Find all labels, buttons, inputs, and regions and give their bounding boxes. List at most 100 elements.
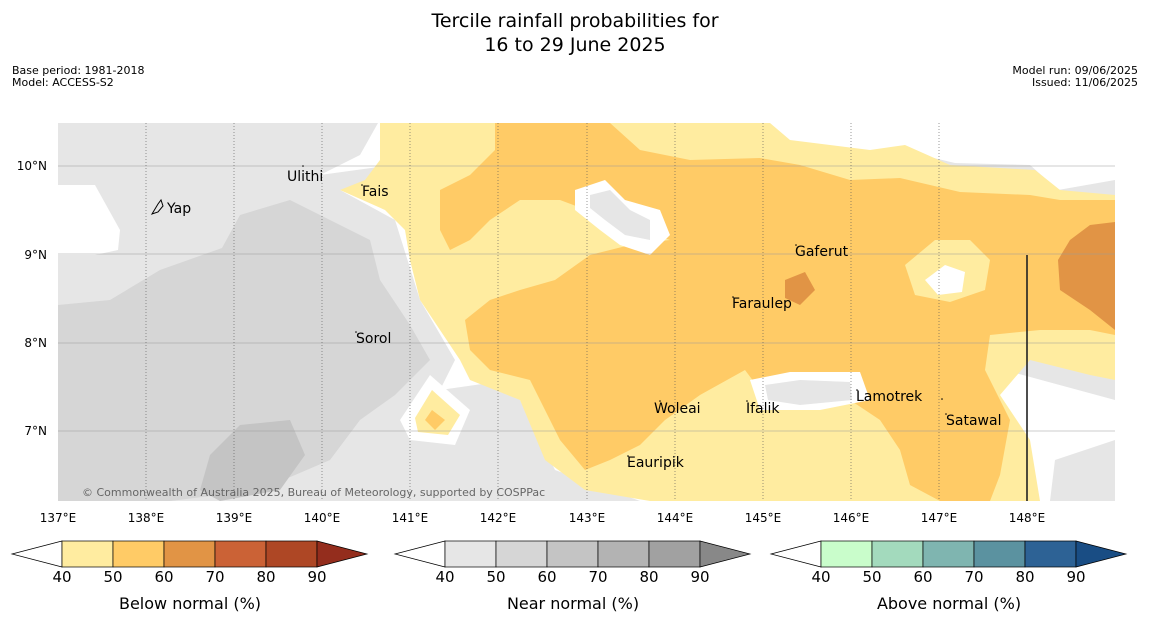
white-island-east bbox=[925, 265, 965, 295]
place-label-eauripik: Eauripik bbox=[627, 455, 685, 471]
colorbar-below-tick: 80 bbox=[256, 568, 275, 586]
place-dot-satawal bbox=[945, 413, 947, 415]
lat-tick-7n: 7°N bbox=[24, 424, 47, 438]
model-run-text: Model run: 09/06/2025 bbox=[1012, 64, 1138, 77]
place-label-satawal: Satawal bbox=[946, 413, 1001, 429]
colorbar-near-tick: 40 bbox=[435, 568, 454, 586]
place-dot-faraulep bbox=[732, 296, 734, 298]
colorbar-below-high-extend bbox=[316, 540, 369, 568]
legend-label-below: Below normal (%) bbox=[118, 594, 262, 613]
colorbar-above-low-extend bbox=[769, 540, 822, 568]
white-region-west bbox=[58, 185, 120, 255]
lon-tick-139e: 139°E bbox=[216, 511, 253, 525]
issued-text: Issued: 11/06/2025 bbox=[1031, 76, 1138, 89]
colorbar-above-tick: 70 bbox=[964, 568, 983, 586]
lon-tick-138e: 138°E bbox=[128, 511, 165, 525]
colorbar-near-high-extend bbox=[699, 540, 752, 568]
map-field bbox=[58, 123, 1115, 501]
place-dot-sorol bbox=[355, 331, 357, 333]
colorbar-above-swatch bbox=[922, 540, 975, 568]
colorbar-below-tick: 50 bbox=[103, 568, 122, 586]
lat-tick-8n: 8°N bbox=[24, 336, 47, 350]
base-period-text: Base period: 1981-2018 bbox=[12, 64, 145, 77]
colorbar-near-tick: 80 bbox=[639, 568, 658, 586]
below-normal-60-region-east bbox=[1058, 222, 1115, 330]
lon-tick-148e: 148°E bbox=[1009, 511, 1046, 525]
yap-island-shape bbox=[150, 198, 164, 215]
lat-tick-9n: 9°N bbox=[24, 248, 47, 262]
below-normal-60-region-central bbox=[785, 272, 815, 305]
lon-tick-145e: 145°E bbox=[745, 511, 782, 525]
colorbar-above-tick: 80 bbox=[1015, 568, 1034, 586]
title-line-2: 16 to 29 June 2025 bbox=[484, 34, 666, 56]
below-normal-40-island-west bbox=[415, 390, 460, 435]
place-labels: Ulithi Fais Yap Gaferut Faraulep Sorol L… bbox=[166, 165, 1001, 471]
colorbar-near-swatch bbox=[495, 540, 548, 568]
place-label-ifalik: Ifalik bbox=[746, 401, 780, 417]
lon-tick-140e: 140°E bbox=[304, 511, 341, 525]
place-label-faraulep: Faraulep bbox=[732, 296, 792, 312]
place-dot-lamotrek bbox=[856, 389, 858, 391]
colorbar-near-low-extend bbox=[393, 540, 446, 568]
place-dot-ulithi bbox=[302, 165, 304, 167]
lon-tick-144e: 144°E bbox=[657, 511, 694, 525]
place-label-gaferut: Gaferut bbox=[795, 244, 849, 260]
place-dot-fais bbox=[361, 184, 363, 186]
colorbar-above-high-extend bbox=[1075, 540, 1128, 568]
legend-label-above: Above normal (%) bbox=[876, 594, 1022, 613]
colorbar-above-swatch bbox=[973, 540, 1026, 568]
near-normal-island-north bbox=[590, 190, 650, 240]
colorbar-above-tick: 50 bbox=[862, 568, 881, 586]
below-normal-50-island-west bbox=[425, 410, 445, 430]
chart-title: Tercile rainfall probabilities for 16 to… bbox=[0, 9, 1150, 57]
colorbar-above-swatch bbox=[871, 540, 924, 568]
place-label-sorol: Sorol bbox=[356, 331, 391, 347]
colorbar-above: 40 50 60 70 80 90 bbox=[769, 540, 1128, 586]
place-label-fais: Fais bbox=[362, 184, 389, 200]
near-normal-60-region bbox=[200, 420, 305, 501]
colorbar-below-swatch bbox=[214, 540, 267, 568]
graticule bbox=[58, 123, 1115, 501]
colorbar-below-tick: 90 bbox=[307, 568, 326, 586]
lon-tick-137e: 137°E bbox=[40, 511, 77, 525]
colorbar-above-tick: 60 bbox=[913, 568, 932, 586]
colorbar-above-swatch bbox=[1024, 540, 1077, 568]
colorbar-below: 40 50 60 70 80 90 bbox=[10, 540, 369, 586]
place-label-yap: Yap bbox=[166, 201, 191, 217]
colorbar-below-tick: 60 bbox=[154, 568, 173, 586]
place-label-ulithi: Ulithi bbox=[287, 169, 323, 185]
colorbar-above-swatch bbox=[820, 540, 873, 568]
colorbar-below-tick: 70 bbox=[205, 568, 224, 586]
colorbar-below-low-extend bbox=[10, 540, 63, 568]
colorbar-near-tick: 50 bbox=[486, 568, 505, 586]
colorbar-near-tick: 70 bbox=[588, 568, 607, 586]
lon-tick-labels: 137°E 138°E 139°E 140°E 141°E 142°E 143°… bbox=[40, 511, 1046, 525]
place-dot-gaferut bbox=[795, 244, 797, 246]
lon-tick-143e: 143°E bbox=[569, 511, 606, 525]
title-line-1: Tercile rainfall probabilities for bbox=[431, 10, 719, 32]
colorbar-near-swatch bbox=[546, 540, 599, 568]
lon-tick-147e: 147°E bbox=[921, 511, 958, 525]
colorbar-above-tick: 40 bbox=[811, 568, 830, 586]
meta-left: Base period: 1981-2018 Model: ACCESS-S2 bbox=[12, 65, 144, 89]
colorbar-near-swatch bbox=[597, 540, 650, 568]
colorbar-below-swatch bbox=[112, 540, 165, 568]
model-text: Model: ACCESS-S2 bbox=[12, 76, 114, 89]
colorbar-near-tick: 60 bbox=[537, 568, 556, 586]
colorbar-below-swatch bbox=[61, 540, 114, 568]
meta-right: Model run: 09/06/2025 Issued: 11/06/2025 bbox=[1012, 65, 1138, 89]
colorbar-legends: 40 50 60 70 80 90 40 50 60 70 80 90 40 50 60 70 80 90 bbox=[10, 540, 1128, 586]
colorbar-near-tick: 90 bbox=[690, 568, 709, 586]
colorbar-below-swatch bbox=[265, 540, 318, 568]
place-dot-eauripik bbox=[627, 455, 629, 457]
colorbar-below-tick: 40 bbox=[52, 568, 71, 586]
near-normal-island-south bbox=[765, 380, 852, 405]
place-label-woleai: Woleai bbox=[654, 401, 701, 417]
colorbar-near-swatch bbox=[444, 540, 497, 568]
colorbar-near-swatch bbox=[648, 540, 701, 568]
lon-tick-142e: 142°E bbox=[480, 511, 517, 525]
place-dot-woleai bbox=[659, 400, 661, 402]
copyright-text: © Commonwealth of Australia 2025, Bureau… bbox=[82, 486, 545, 499]
colorbar-below-swatch bbox=[163, 540, 216, 568]
